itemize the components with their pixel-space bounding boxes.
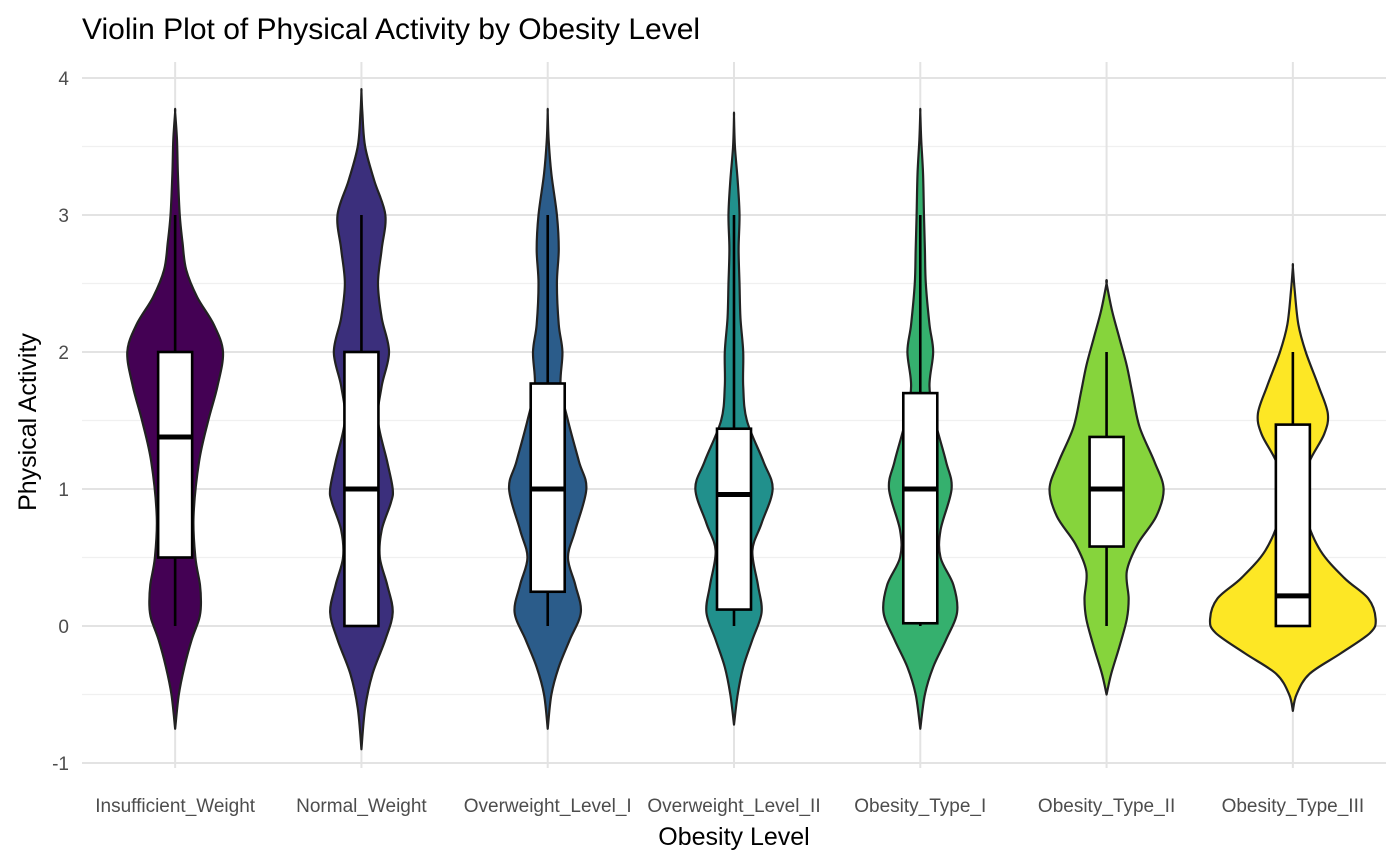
x-axis-title: Obesity Level <box>658 823 809 851</box>
y-tick-label: 3 <box>58 206 69 227</box>
tick-layer: -1 0 1 2 3 4 Insufficient_Weight Normal_Weight O… <box>52 69 1364 817</box>
box-Overweight_Level_II <box>715 427 753 611</box>
y-tick-label: 0 <box>58 617 69 638</box>
y-tick-label: 4 <box>58 69 69 90</box>
violin-layer <box>126 88 1377 751</box>
box-Obesity_Type_III <box>1274 423 1312 628</box>
y-tick-label: 2 <box>58 343 69 364</box>
chart-title: Violin Plot of Physical Activity by Obes… <box>82 13 700 46</box>
y-axis-title: Physical Activity <box>14 333 42 511</box>
box-Insufficient_Weight <box>156 350 194 559</box>
x-tick-label: Obesity_Type_II <box>1038 796 1175 817</box>
x-tick-label: Overweight_Level_I <box>464 796 632 817</box>
box-Obesity_Type_II <box>1088 435 1125 548</box>
x-tick-label: Overweight_Level_II <box>647 796 820 817</box>
box-layer <box>156 215 1312 628</box>
x-tick-label: Obesity_Type_III <box>1222 796 1365 817</box>
x-tick-label: Normal_Weight <box>296 796 427 817</box>
box-Obesity_Type_I <box>901 391 939 625</box>
y-tick-label: -1 <box>52 754 69 775</box>
x-tick-label: Obesity_Type_I <box>854 796 986 817</box>
x-tick-label: Insufficient_Weight <box>95 796 256 817</box>
y-tick-label: 1 <box>58 480 69 501</box>
